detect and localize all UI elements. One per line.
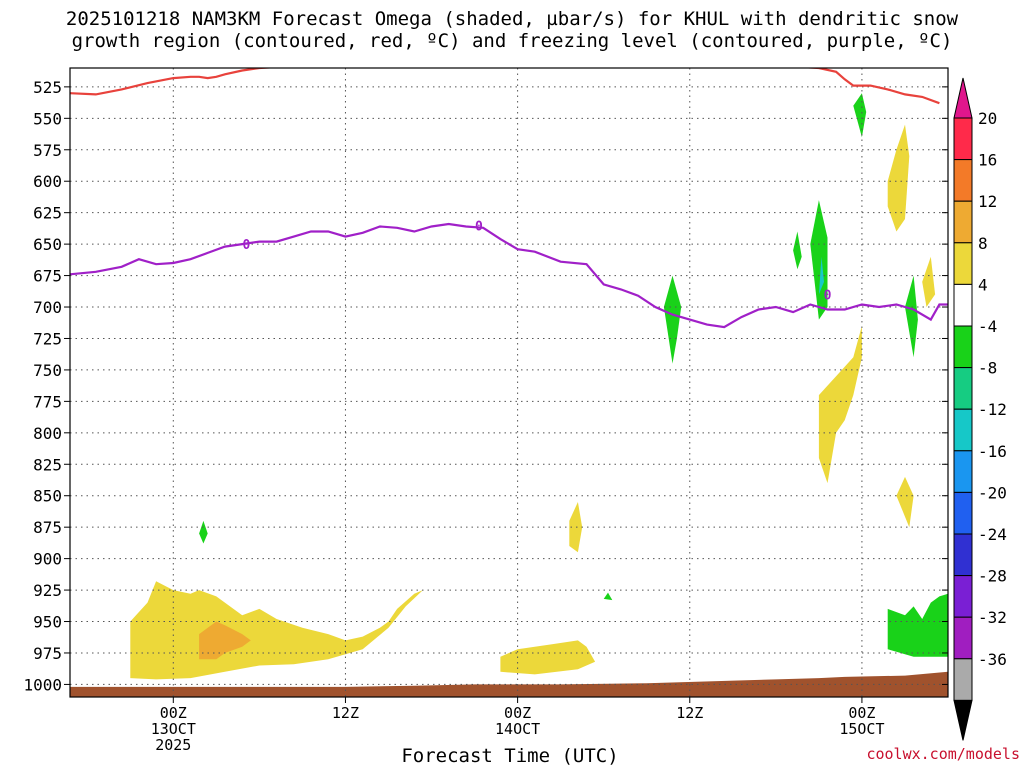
shaded-region-6	[922, 256, 936, 307]
y-tick-label: 775	[33, 392, 62, 411]
x-axis-label: Forecast Time (UTC)	[401, 745, 619, 767]
y-tick-label: 700	[33, 298, 62, 317]
x-tick-label: 15OCT	[839, 720, 884, 738]
colorbar-segment	[953, 575, 973, 618]
contour-label: 0	[824, 288, 832, 303]
shaded-region-0	[130, 581, 423, 680]
shaded-region-1	[199, 621, 251, 660]
plot-area: 0 0 0	[70, 68, 948, 697]
shaded-region-12	[905, 275, 918, 358]
shaded-region-4	[818, 325, 862, 484]
x-tick-label: 13OCT	[151, 720, 196, 738]
shaded-region-9	[810, 200, 828, 320]
colorbar-segment	[953, 450, 973, 493]
colorbar-label: 4	[978, 275, 988, 294]
x-tick-label: 2025	[155, 736, 191, 754]
y-tick-label: 1000	[23, 675, 62, 694]
x-tick-label: 00Z	[160, 704, 187, 722]
y-tick-label: 600	[33, 172, 62, 191]
colorbar-segment	[953, 325, 973, 369]
y-tick-label: 550	[33, 109, 62, 128]
colorbar-label: -32	[978, 608, 1007, 627]
y-tick-label: 750	[33, 361, 62, 380]
y-tick-label: 975	[33, 644, 62, 663]
colorbar-segment	[953, 616, 973, 660]
colorbar-label: -20	[978, 483, 1007, 502]
y-tick-label: 725	[33, 329, 62, 348]
colorbar-segment	[953, 283, 973, 327]
colorbar-label: -24	[978, 525, 1007, 544]
shaded-region-16	[818, 256, 824, 295]
colorbar-label: 16	[978, 151, 997, 170]
shaded-region-13	[887, 593, 948, 657]
colorbar-segment	[953, 117, 973, 161]
x-tick-label: 12Z	[332, 704, 359, 722]
shaded-region-14	[199, 520, 208, 544]
colorbar-segment	[953, 658, 973, 701]
shaded-region-17	[70, 671, 948, 697]
colorbar-segment	[953, 491, 973, 535]
y-tick-label: 950	[33, 613, 62, 632]
shaded-region-3	[569, 502, 583, 553]
colorbar-label: -12	[978, 400, 1007, 419]
colorbar-segment	[953, 200, 973, 244]
y-tick-label: 850	[33, 487, 62, 506]
shaded-region-2	[500, 640, 596, 675]
y-tick-label: 625	[33, 204, 62, 223]
shaded-region-10	[853, 93, 867, 138]
x-tick-label: 00Z	[504, 704, 531, 722]
contour-label: 0	[243, 238, 251, 253]
colorbar-label: -28	[978, 567, 1007, 586]
shaded-region-8	[663, 275, 682, 364]
colorbar-label: 12	[978, 192, 997, 211]
colorbar-label: 20	[978, 109, 997, 128]
y-tick-label: 825	[33, 455, 62, 474]
shaded-region-11	[793, 231, 802, 270]
shaded-region-5	[887, 124, 910, 232]
colorbar: 20 16 12 8 4 -4 -8 -12 -16 -20 -24 -28 -32 -36	[953, 77, 1007, 741]
credit-text: coolwx.com/models	[866, 745, 1020, 763]
y-tick-label: 575	[33, 141, 62, 160]
contour-label: 0	[475, 219, 483, 234]
shaded-region-7	[896, 476, 914, 528]
colorbar-segment	[953, 367, 973, 410]
colorbar-label: -16	[978, 442, 1007, 461]
x-tick-label: 14OCT	[495, 720, 540, 738]
contour-line-0	[70, 68, 940, 105]
shaded-region-15	[603, 592, 613, 601]
y-tick-label: 875	[33, 518, 62, 537]
x-tick-label: 12Z	[676, 704, 703, 722]
colorbar-segment	[953, 408, 973, 452]
x-tick-label: 00Z	[848, 704, 875, 722]
plot-frame	[69, 67, 949, 698]
colorbar-top-arrow	[953, 77, 973, 119]
contour-line-1	[70, 222, 948, 329]
y-tick-label: 675	[33, 267, 62, 286]
colorbar-segment	[953, 159, 973, 202]
y-tick-label: 800	[33, 424, 62, 443]
colorbar-segment	[953, 533, 973, 577]
colorbar-label: -4	[978, 317, 997, 336]
colorbar-bottom-arrow	[953, 699, 973, 741]
colorbar-label: 8	[978, 234, 988, 253]
y-tick-label: 525	[33, 78, 62, 97]
colorbar-label: -8	[978, 359, 997, 378]
chart-title-line1: 2025101218 NAM3KM Forecast Omega (shaded…	[65, 8, 959, 30]
colorbar-label: -36	[978, 650, 1007, 669]
chart-title-line2: growth region (contoured, red, ºC) and f…	[71, 30, 953, 52]
colorbar-segment	[953, 242, 973, 285]
y-tick-label: 650	[33, 235, 62, 254]
y-tick-label: 925	[33, 581, 62, 600]
y-tick-label: 900	[33, 550, 62, 569]
